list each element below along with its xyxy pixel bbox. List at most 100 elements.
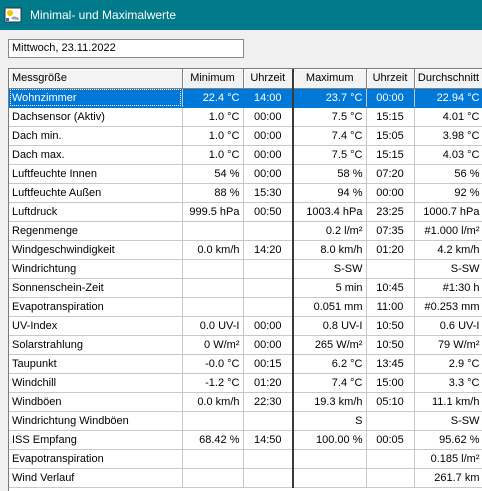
cell-min-time: 00:00: [243, 335, 294, 355]
table-row[interactable]: Dach min. 1.0 °C 00:00 7.4 °C 15:05 3.98 °C: [9, 126, 482, 146]
cell-measure: Windrichtung: [9, 259, 183, 279]
table-row[interactable]: Windrichtung Windböen S S-SW: [9, 411, 482, 431]
cell-max-time: 15:15: [366, 107, 415, 127]
table-row[interactable]: Luftfeuchte Außen 88 % 15:30 94 % 00:00 92 %: [9, 183, 482, 203]
cell-measure: Taupunkt: [9, 354, 183, 374]
cell-average: #1.000 l/m²: [414, 221, 482, 241]
cell-min-time: 00:00: [243, 164, 294, 184]
cell-maximum: 19.3 km/h: [293, 392, 367, 412]
cell-measure: UV-Index: [9, 316, 183, 336]
cell-minimum: 1.0 °C: [182, 145, 244, 165]
table-row[interactable]: Luftdruck 999.5 hPa 00:50 1003.4 hPa 23:25 10…: [9, 202, 482, 222]
cell-maximum: 8.0 km/h: [293, 240, 367, 260]
cell-max-time: 00:00: [366, 88, 415, 108]
cell-max-time: [366, 468, 415, 488]
cell-max-time: 10:45: [366, 278, 415, 298]
cell-min-time: 15:30: [243, 183, 294, 203]
cell-average: 4.01 °C: [414, 107, 482, 127]
cell-average: 79 W/m²: [414, 335, 482, 355]
table-row[interactable]: UV-Index 0.0 UV-I 00:00 0.8 UV-I 10:50 0.6 UV…: [9, 316, 482, 336]
cell-average: 3.3 °C: [414, 373, 482, 393]
cell-average: S-SW: [414, 411, 482, 431]
table-row[interactable]: Windchill -1.2 °C 01:20 7.4 °C 15:00 3.3 °C: [9, 373, 482, 393]
cell-min-time: [243, 449, 294, 469]
column-header-minimum[interactable]: Minimum: [182, 69, 244, 89]
cell-min-time: [243, 468, 294, 488]
table-row[interactable]: Regenmenge 0.2 l/m² 07:35 #1.000 l/m²: [9, 221, 482, 241]
cell-average: 4.03 °C: [414, 145, 482, 165]
cell-measure: Wind Verlauf: [9, 468, 183, 488]
table-row[interactable]: Wind Verlauf 261.7 km: [9, 468, 482, 488]
cell-measure: Regenmenge: [9, 221, 183, 241]
cell-max-time: 00:05: [366, 430, 415, 450]
values-table: Messgröße Minimum Uhrzeit Maximum Uhrzei…: [9, 69, 482, 488]
table-row[interactable]: ISS Empfang 68.42 % 14:50 100.00 % 00:05 95.6…: [9, 430, 482, 450]
table-row[interactable]: Luftfeuchte Innen 54 % 00:00 58 % 07:20 56 %: [9, 164, 482, 184]
cell-max-time: 05:10: [366, 392, 415, 412]
weather-station-icon: [4, 7, 22, 23]
window-title: Minimal- und Maximalwerte: [30, 8, 177, 22]
cell-average: 2.9 °C: [414, 354, 482, 374]
column-header-average[interactable]: Durchschnitt: [414, 69, 482, 89]
cell-max-time: 15:15: [366, 145, 415, 165]
table-row[interactable]: Windgeschwindigkeit 0.0 km/h 14:20 8.0 km/h…: [9, 240, 482, 260]
cell-measure: Sonnenschein-Zeit: [9, 278, 183, 298]
cell-average: #0.253 mm: [414, 297, 482, 317]
cell-measure: Evapotranspiration: [9, 297, 183, 317]
cell-average: 0.6 UV-I: [414, 316, 482, 336]
cell-minimum: [182, 411, 244, 431]
values-grid[interactable]: Messgröße Minimum Uhrzeit Maximum Uhrzei…: [8, 68, 482, 491]
table-row[interactable]: Taupunkt -0.0 °C 00:15 6.2 °C 13:45 2.9 °C: [9, 354, 482, 374]
cell-max-time: 07:20: [366, 164, 415, 184]
date-field[interactable]: Mittwoch, 23.11.2022: [8, 39, 244, 58]
cell-min-time: [243, 297, 294, 317]
cell-maximum: S: [293, 411, 367, 431]
table-row[interactable]: Evapotranspiration 0.051 mm 11:00 #0.253 mm: [9, 297, 482, 317]
cell-minimum: 1.0 °C: [182, 126, 244, 146]
table-row[interactable]: Dach max. 1.0 °C 00:00 7.5 °C 15:15 4.03 °C: [9, 145, 482, 165]
cell-measure: Windgeschwindigkeit: [9, 240, 183, 260]
cell-min-time: [243, 411, 294, 431]
cell-measure: Evapotranspiration: [9, 449, 183, 469]
cell-minimum: 68.42 %: [182, 430, 244, 450]
cell-min-time: 00:00: [243, 126, 294, 146]
cell-minimum: 22.4 °C: [182, 88, 244, 108]
table-row[interactable]: Solarstrahlung 0 W/m² 00:00 265 W/m² 10:50 79…: [9, 335, 482, 355]
cell-maximum: 5 min: [293, 278, 367, 298]
cell-min-time: 00:00: [243, 145, 294, 165]
cell-average: 0.185 l/m²: [414, 449, 482, 469]
cell-max-time: 15:05: [366, 126, 415, 146]
table-row[interactable]: Windrichtung S-SW S-SW: [9, 259, 482, 279]
column-header-maximum[interactable]: Maximum: [293, 69, 367, 89]
cell-average: S-SW: [414, 259, 482, 279]
cell-min-time: 00:00: [243, 107, 294, 127]
table-row[interactable]: Dachsensor (Aktiv) 1.0 °C 00:00 7.5 °C 15:15…: [9, 107, 482, 127]
column-header-min-time[interactable]: Uhrzeit: [243, 69, 294, 89]
cell-measure: Wohnzimmer: [9, 88, 183, 108]
cell-maximum: 0.2 l/m²: [293, 221, 367, 241]
cell-minimum: [182, 297, 244, 317]
cell-min-time: [243, 278, 294, 298]
cell-measure: ISS Empfang: [9, 430, 183, 450]
table-row[interactable]: Windböen 0.0 km/h 22:30 19.3 km/h 05:10 11.1 …: [9, 392, 482, 412]
column-header-max-time[interactable]: Uhrzeit: [366, 69, 415, 89]
table-row[interactable]: Evapotranspiration 0.185 l/m²: [9, 449, 482, 469]
cell-maximum: [293, 449, 367, 469]
cell-max-time: 13:45: [366, 354, 415, 374]
cell-average: 4.2 km/h: [414, 240, 482, 260]
table-row[interactable]: Sonnenschein-Zeit 5 min 10:45 #1:30 h: [9, 278, 482, 298]
table-row[interactable]: Wohnzimmer 22.4 °C 14:00 23.7 °C 00:00 22.94 …: [9, 88, 482, 108]
cell-max-time: 01:20: [366, 240, 415, 260]
cell-maximum: 23.7 °C: [293, 88, 367, 108]
cell-minimum: [182, 278, 244, 298]
cell-maximum: [293, 468, 367, 488]
cell-measure: Dach max.: [9, 145, 183, 165]
cell-min-time: [243, 259, 294, 279]
cell-minimum: [182, 259, 244, 279]
cell-min-time: 14:00: [243, 88, 294, 108]
cell-average: 22.94 °C: [414, 88, 482, 108]
cell-maximum: S-SW: [293, 259, 367, 279]
cell-max-time: 07:35: [366, 221, 415, 241]
column-header-messgroesse[interactable]: Messgröße: [9, 69, 183, 89]
cell-maximum: 58 %: [293, 164, 367, 184]
